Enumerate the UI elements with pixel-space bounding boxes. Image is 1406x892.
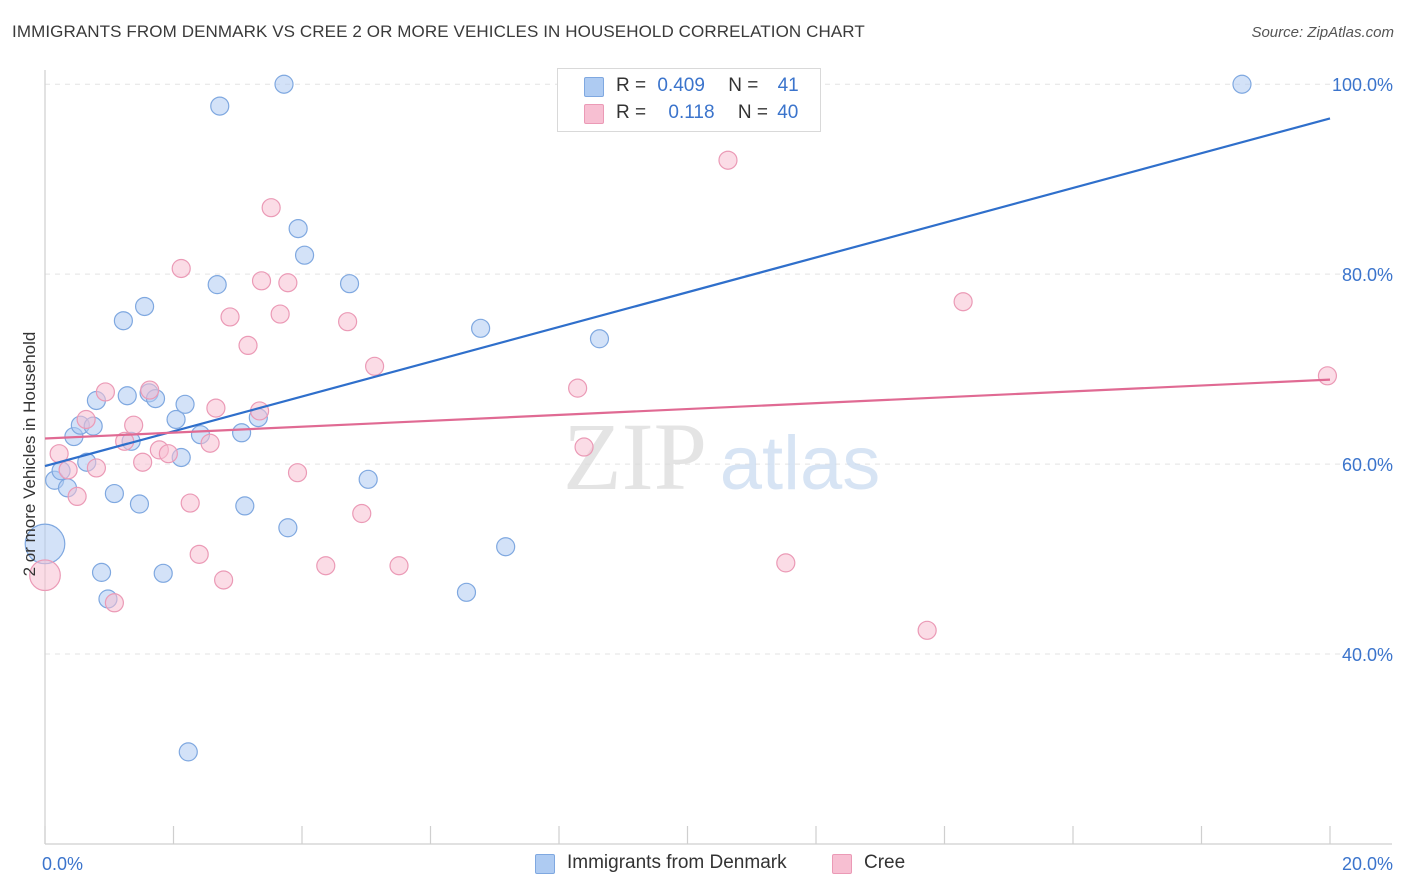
axes-layer <box>44 70 1392 845</box>
cree-point-23 <box>251 271 272 291</box>
legend-series-name: Cree <box>864 852 906 873</box>
legend-r-value: 0.409 <box>657 75 705 96</box>
cree-point-22 <box>249 401 270 421</box>
denmark-point-20 <box>166 409 186 430</box>
watermark: ZIP atlas <box>563 403 880 510</box>
cree-point-28 <box>316 556 336 576</box>
denmark-point-12 <box>113 311 133 331</box>
denmark-point-26 <box>210 96 230 116</box>
cree-point-32 <box>389 556 409 576</box>
denmark-point-9 <box>91 562 112 582</box>
cree-point-13 <box>158 444 178 464</box>
y-tick-label-3: 100.0% <box>1332 75 1393 95</box>
denmark-swatch <box>584 77 604 97</box>
cree-point-10 <box>133 452 153 472</box>
denmark-point-25 <box>207 275 227 295</box>
tick-labels-layer: 40.0% 60.0% 80.0% 100.0% 0.0% 20.0% <box>42 75 1393 874</box>
cree-point-30 <box>352 503 372 524</box>
cree-point-33 <box>568 378 588 398</box>
denmark-point-40 <box>1232 74 1252 94</box>
legend-r-label: R = <box>616 102 647 123</box>
cree-point-18 <box>206 398 226 418</box>
denmark-point-28 <box>235 496 255 516</box>
denmark-legend-swatch <box>535 854 555 874</box>
cree-point-36 <box>776 553 796 573</box>
denmark-point-30 <box>274 74 294 94</box>
denmark-point-27 <box>232 423 252 443</box>
cree-point-0 <box>29 559 61 592</box>
cree-point-29 <box>338 312 358 332</box>
x-tick-label-1: 20.0% <box>1342 854 1393 874</box>
y-tick-label-1: 60.0% <box>1342 455 1393 475</box>
denmark-point-33 <box>294 245 315 265</box>
cree-point-24 <box>261 198 281 218</box>
cree-point-7 <box>104 593 124 613</box>
legend-r-value: 0.118 <box>668 102 715 123</box>
legend-n-label: N = <box>737 102 768 123</box>
y-axis-label: 2 or more Vehicles in Household <box>20 331 39 577</box>
denmark-point-34 <box>339 274 360 294</box>
trend-layer <box>44 117 1331 468</box>
denmark-point-39 <box>589 329 610 349</box>
cree-point-9 <box>124 415 144 435</box>
cree-point-25 <box>270 304 290 324</box>
denmark-point-36 <box>456 582 477 602</box>
cree-trend-line <box>44 378 1331 440</box>
legend-r-label: R = <box>616 75 647 96</box>
cree-point-31 <box>365 356 385 376</box>
denmark-point-15 <box>129 494 150 514</box>
denmark-point-13 <box>117 386 137 406</box>
watermark-atlas: atlas <box>720 421 881 506</box>
cree-point-6 <box>95 382 115 402</box>
legend-series-name: Immigrants from Denmark <box>567 852 787 873</box>
denmark-point-32 <box>288 218 308 239</box>
denmark-point-35 <box>358 469 378 489</box>
cree-point-35 <box>718 150 738 170</box>
chart-title: IMMIGRANTS FROM DENMARK VS CREE 2 OR MOR… <box>12 22 865 41</box>
y-tick-label-0: 40.0% <box>1342 645 1393 665</box>
denmark-point-38 <box>496 537 516 557</box>
cree-point-19 <box>214 570 234 590</box>
grid-layer <box>45 83 1392 655</box>
points-layer <box>24 74 1338 762</box>
cree-point-20 <box>220 307 240 327</box>
watermark-zip: ZIP <box>563 403 707 510</box>
denmark-trend-line <box>44 117 1331 468</box>
denmark-point-11 <box>104 483 124 504</box>
cree-point-5 <box>86 458 107 478</box>
cree-point-2 <box>58 460 78 480</box>
cree-point-21 <box>238 335 258 356</box>
cree-legend-swatch <box>832 854 852 874</box>
cree-point-39 <box>1317 366 1338 386</box>
cree-point-27 <box>287 463 308 483</box>
cree-swatch <box>584 104 604 124</box>
legend-n-value: 41 <box>777 75 799 96</box>
denmark-point-19 <box>153 563 173 583</box>
stats-legend: R = 0.409 N = 41 R = 0.118 N = 40 <box>557 68 821 132</box>
y-tick-label-2: 80.0% <box>1342 265 1393 285</box>
denmark-point-31 <box>278 518 298 538</box>
denmark-point-23 <box>178 742 198 762</box>
cree-point-4 <box>76 409 96 430</box>
cree-point-38 <box>953 292 973 312</box>
cree-point-14 <box>171 258 191 279</box>
denmark-point-16 <box>134 296 155 317</box>
legend-n-value: 40 <box>777 102 799 123</box>
cree-point-3 <box>67 486 87 507</box>
legend-n-label: N = <box>728 75 759 96</box>
cree-point-11 <box>140 380 160 400</box>
x-tick-label-0: 0.0% <box>42 854 83 874</box>
denmark-point-37 <box>471 318 491 338</box>
denmark-point-22 <box>175 394 195 414</box>
cree-point-15 <box>180 493 200 513</box>
cree-point-26 <box>278 273 298 293</box>
cree-point-16 <box>189 544 209 564</box>
cree-point-34 <box>574 437 594 457</box>
source-attribution: Source: ZipAtlas.com <box>1251 24 1394 41</box>
cree-point-17 <box>200 433 220 453</box>
cree-point-37 <box>917 620 937 640</box>
